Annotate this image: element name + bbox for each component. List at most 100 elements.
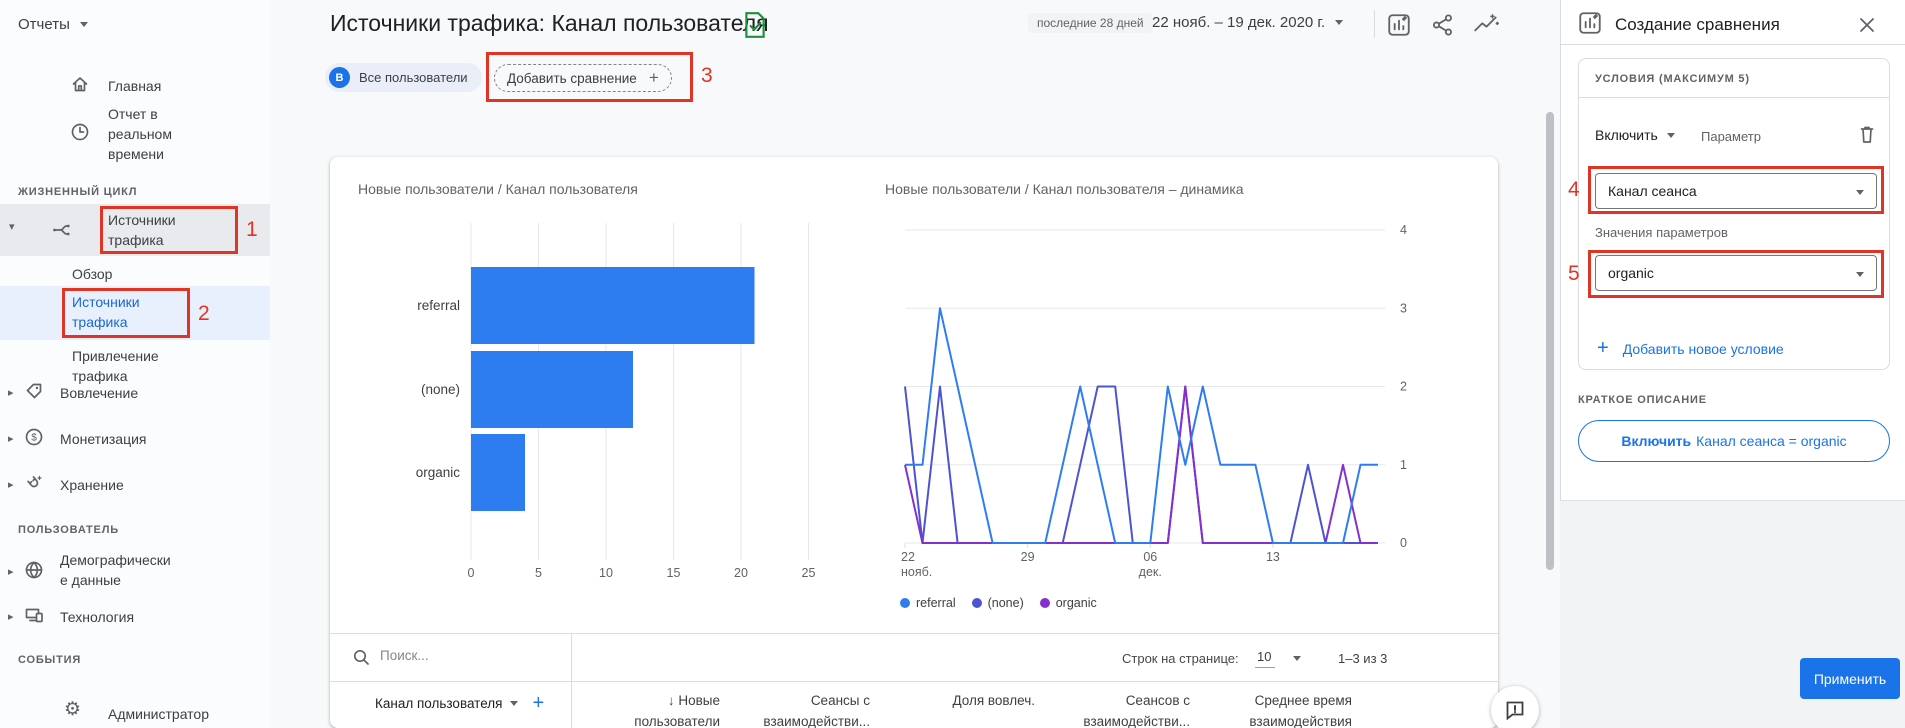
legend-label: (none) <box>987 596 1024 610</box>
include-operator-label: Включить <box>1595 127 1658 143</box>
caret-right-icon: ▸ <box>8 479 14 491</box>
sidebar-item-traffic-sources-group[interactable]: ▾ Источники трафика <box>0 204 270 256</box>
sidebar-item-retention[interactable]: ▸ Хранение <box>0 470 270 500</box>
legend-item-organic[interactable]: organic <box>1039 596 1097 610</box>
close-icon[interactable] <box>1857 15 1877 35</box>
legend-dot <box>1039 598 1050 608</box>
line-chart-legend: referral (none) organic <box>900 596 1097 610</box>
conditions-label: УСЛОВИЯ (МАКСИМУМ 5) <box>1595 73 1750 85</box>
svg-text:2: 2 <box>1400 380 1407 394</box>
sidebar-item-home[interactable]: Главная <box>0 70 270 102</box>
main-scrollbar[interactable] <box>1546 112 1554 570</box>
rows-per-page-select[interactable]: 10 <box>1255 649 1302 668</box>
caret-right-icon: ▸ <box>8 611 14 623</box>
param-value-select-value: organic <box>1608 265 1654 281</box>
svg-text:20: 20 <box>734 566 748 580</box>
trash-icon[interactable] <box>1857 123 1877 145</box>
sidebar-item-monetization[interactable]: ▸ $ Монетизация <box>0 424 270 454</box>
dimension-column-label: Канал пользователя <box>375 696 503 711</box>
gear-icon: ⚙ <box>64 699 82 720</box>
chevron-down-icon <box>1856 272 1864 277</box>
legend-item-none[interactable]: (none) <box>971 596 1024 610</box>
reports-menu-label: Отчеты <box>18 16 70 33</box>
sidebar-item-label: Технология <box>60 609 135 625</box>
table-column-divider <box>571 633 572 728</box>
devices-icon <box>25 608 43 623</box>
summary-pill: Включить Канал сеанса = organic <box>1578 420 1890 462</box>
plus-icon: + <box>648 68 659 87</box>
summary-label: КРАТКОЕ ОПИСАНИЕ <box>1578 394 1707 406</box>
reports-menu[interactable]: Отчеты <box>18 16 88 33</box>
search-input[interactable] <box>380 648 530 663</box>
chevron-down-icon <box>79 22 88 27</box>
add-comparison-button[interactable]: Добавить сравнение + <box>494 64 672 92</box>
svg-text:22: 22 <box>901 550 915 564</box>
sidebar-item-realtime[interactable]: Отчет в реальном времени <box>0 100 270 162</box>
dimension-column-header[interactable]: Канал пользователя + <box>375 692 544 715</box>
insights-icon[interactable] <box>1472 12 1500 38</box>
sidebar-item-label: Отчет в реальном времени <box>108 106 172 162</box>
apply-button[interactable]: Применить <box>1800 658 1900 699</box>
date-range-label: 22 нояб. – 19 дек. 2020 г. <box>1152 14 1326 31</box>
sidebar-item-overview[interactable]: Обзор <box>72 266 113 282</box>
svg-text:4: 4 <box>1400 223 1407 237</box>
section-label-events: СОБЫТИЯ <box>18 654 82 666</box>
svg-text:25: 25 <box>802 566 816 580</box>
column-header-label: Новые пользователи <box>634 693 720 728</box>
comparison-chip-all-users[interactable]: В Все пользователи <box>325 63 482 92</box>
dollar-icon: $ <box>25 428 43 446</box>
param-values-label: Значения параметров <box>1595 225 1728 240</box>
svg-text:нояб.: нояб. <box>901 565 932 579</box>
summary-operator: Включить <box>1621 433 1692 449</box>
rows-per-page-label: Строк на странице: <box>1122 651 1239 666</box>
conditions-divider <box>1579 97 1889 98</box>
add-condition-button[interactable]: + Добавить новое условие <box>1597 337 1784 360</box>
column-header-engaged-sessions[interactable]: Сеансы с взаимодействи... <box>763 693 870 728</box>
caret-right-icon: ▸ <box>8 387 14 399</box>
bar-chart-title: Новые пользователи / Канал пользователя <box>358 181 638 197</box>
sidebar-item-label: Демографически е данные <box>60 552 171 588</box>
param-value-select[interactable]: organic <box>1595 255 1877 291</box>
share-icon[interactable] <box>1430 12 1456 38</box>
legend-label: organic <box>1055 596 1097 610</box>
caret-down-icon: ▾ <box>9 221 15 233</box>
column-header-engagement-rate[interactable]: Доля вовлеч. <box>952 693 1035 708</box>
magnet-icon <box>27 475 42 488</box>
globe-icon <box>25 561 43 579</box>
home-icon <box>72 77 88 92</box>
chevron-down-icon <box>1856 190 1864 195</box>
legend-label: referral <box>916 596 956 610</box>
dimension-select[interactable]: Канал сеанса <box>1595 173 1877 209</box>
sidebar-item-traffic-acquisition[interactable]: Привлечение трафика <box>72 348 159 384</box>
sidebar-item-traffic-sources[interactable]: Источники трафика <box>0 286 270 340</box>
column-header-avg-time[interactable]: Среднее время взаимодействия <box>1249 693 1352 728</box>
date-range-selector[interactable]: 22 нояб. – 19 дек. 2020 г. <box>1152 14 1344 31</box>
svg-text:15: 15 <box>667 566 681 580</box>
svg-text:1: 1 <box>1400 458 1407 472</box>
sidebar-item-label: Источники трафика <box>72 294 140 330</box>
column-header-engaged-per-user[interactable]: Сеансов с взаимодействи... <box>1083 693 1190 728</box>
section-label-user: ПОЛЬЗОВАТЕЛЬ <box>18 524 119 536</box>
svg-text:organic: organic <box>416 465 461 480</box>
sidebar-item-demographics[interactable]: ▸ Демографически е данные <box>0 548 270 596</box>
include-operator-select[interactable]: Включить <box>1595 127 1675 143</box>
feedback-button[interactable] <box>1491 686 1539 728</box>
sidebar-item-engagement[interactable]: ▸ Вовлечение <box>0 378 270 408</box>
sidebar-item-technology[interactable]: ▸ Технология <box>0 602 270 632</box>
section-label-lifecycle: ЖИЗНЕННЫЙ ЦИКЛ <box>18 186 138 198</box>
parameter-label: Параметр <box>1701 129 1761 144</box>
column-header-new-users[interactable]: ↓ Новые пользователи <box>580 690 720 728</box>
sidebar-item-label: Источники трафика <box>108 212 176 248</box>
plus-icon: + <box>1597 337 1609 359</box>
doc-check-icon <box>745 12 765 38</box>
annotation-number-3: 3 <box>701 64 713 87</box>
line-chart-title: Новые пользователи / Канал пользователя … <box>885 181 1244 197</box>
legend-item-referral[interactable]: referral <box>900 596 956 610</box>
add-dimension-icon[interactable]: + <box>532 692 545 714</box>
panel-title: Создание сравнения <box>1615 15 1780 34</box>
legend-dot <box>900 598 910 608</box>
sidebar-item-admin[interactable]: ⚙ Администратор <box>0 698 270 728</box>
edit-chart-icon[interactable] <box>1386 12 1412 38</box>
svg-text:(none): (none) <box>421 382 460 397</box>
